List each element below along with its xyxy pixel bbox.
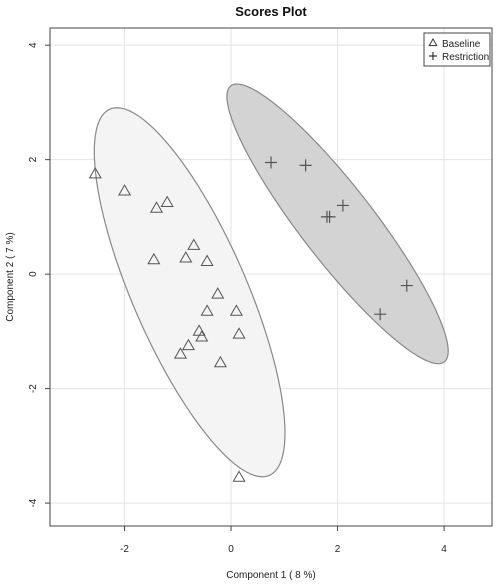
point-triangle <box>229 304 243 316</box>
y-tick-label: -2 <box>28 384 39 393</box>
legend-marker-triangle <box>428 37 438 47</box>
point-triangle <box>211 287 225 299</box>
y-tick-label: 2 <box>28 156 39 162</box>
legend: Baseline Restriction <box>423 32 491 67</box>
x-tick-label: 0 <box>228 544 234 555</box>
point-plus <box>400 279 413 292</box>
y-axis-ticks: -4 -2 0 2 4 <box>28 42 50 508</box>
ellipse-restriction <box>226 83 449 365</box>
point-triangle <box>195 330 209 342</box>
x-axis-label: Component 1 ( 8 %) <box>226 570 316 581</box>
x-tick-label: 2 <box>335 544 341 555</box>
legend-marker-plus <box>429 52 437 60</box>
x-tick-label: -2 <box>120 544 129 555</box>
point-triangle <box>160 195 174 207</box>
data-points <box>88 156 413 482</box>
y-tick-label: -4 <box>28 498 39 507</box>
point-triangle <box>187 238 201 250</box>
x-tick-label: 4 <box>441 544 447 555</box>
chart-title: Scores Plot <box>235 4 307 19</box>
x-axis-ticks: -2 0 2 4 <box>120 526 447 555</box>
point-plus <box>374 308 387 321</box>
point-triangle <box>200 304 214 316</box>
legend-box <box>423 32 491 67</box>
point-plus <box>299 159 312 172</box>
plot-frame <box>49 27 493 527</box>
point-triangle <box>149 201 164 213</box>
ellipse-baseline <box>93 107 286 478</box>
point-triangle <box>213 355 227 368</box>
point-triangle <box>181 338 196 351</box>
point-triangle <box>147 252 161 265</box>
point-triangle <box>173 347 188 359</box>
point-triangle <box>179 251 193 263</box>
point-plus <box>323 210 336 223</box>
point-triangle <box>200 254 214 266</box>
point-triangle <box>117 184 132 196</box>
point-triangle <box>232 327 246 339</box>
legend-label-restriction: Restriction <box>442 52 489 63</box>
point-triangle <box>232 470 246 482</box>
legend-label-baseline: Baseline <box>442 39 481 50</box>
y-tick-label: 4 <box>28 42 39 48</box>
y-tick-label: 0 <box>28 271 39 277</box>
point-triangle <box>88 166 102 179</box>
point-plus <box>336 199 349 212</box>
y-axis-label: Component 2 ( 7 %) <box>5 232 16 322</box>
confidence-ellipses <box>93 83 449 478</box>
point-plus <box>265 156 277 169</box>
